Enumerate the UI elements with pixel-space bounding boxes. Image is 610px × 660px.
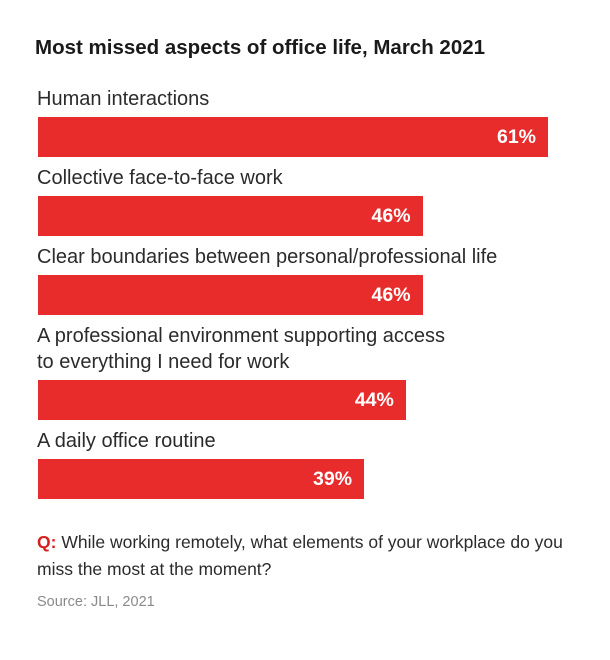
bar-value-label: 61% [496,126,536,148]
survey-question: Q: While working remotely, what elements… [37,529,577,583]
bar-value-label: 46% [371,205,411,227]
bar-label-line: to everything I need for work [37,351,290,373]
question-text: While working remotely, what elements of… [37,532,563,579]
bar: 39% [38,459,365,499]
bar-chart: Human interactions 61% Collective face-to-… [37,86,548,499]
bar-label-line: Human interactions [37,88,210,110]
source-note: Source: JLL, 2021 [37,594,155,610]
question-prefix: Q: [37,532,57,552]
bar-label-line: A daily office routine [37,430,216,452]
bar-label-line: Collective face-to-face work [37,167,283,189]
bar-label: A professional environment supporting ac… [37,323,445,375]
bar-label: A daily office routine [37,428,216,454]
bar-label: Collective face-to-face work [37,165,283,191]
bar: 46% [38,196,423,236]
chart-title: Most missed aspects of office life, Marc… [35,36,486,59]
bar-label-line: A professional environment supporting ac… [37,325,446,347]
bar: 61% [38,117,548,157]
bar-label: Clear boundaries between personal/profes… [37,244,497,270]
bar: 44% [38,380,406,420]
bar-label: Human interactions [37,86,209,112]
bar-value-label: 46% [371,284,411,306]
bar-label-line: Clear boundaries between personal/profes… [37,246,498,268]
bar-value-label: 39% [313,468,353,490]
bar-value-label: 44% [354,389,394,411]
bar: 46% [38,275,423,315]
